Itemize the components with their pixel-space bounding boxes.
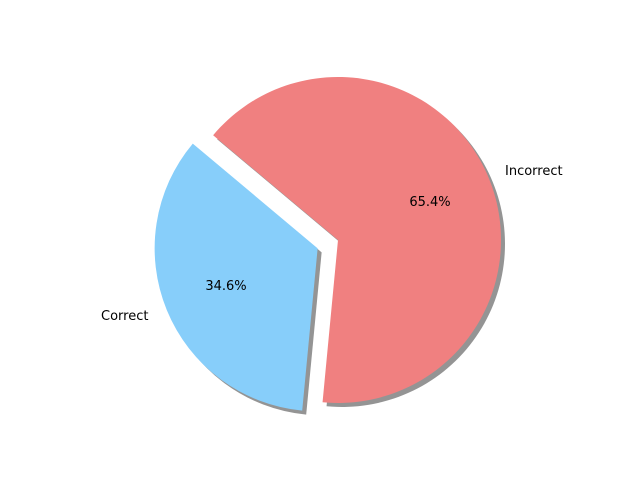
slice-pct-correct: 34.6% [205, 279, 246, 294]
pie-slice-correct [154, 143, 318, 411]
pie-slice-incorrect [213, 76, 502, 403]
slice-label-correct: Correct [101, 309, 148, 324]
slice-pct-incorrect: 65.4% [409, 195, 450, 210]
slice-label-incorrect: Incorrect [505, 164, 563, 179]
pie-wedges [154, 76, 502, 411]
